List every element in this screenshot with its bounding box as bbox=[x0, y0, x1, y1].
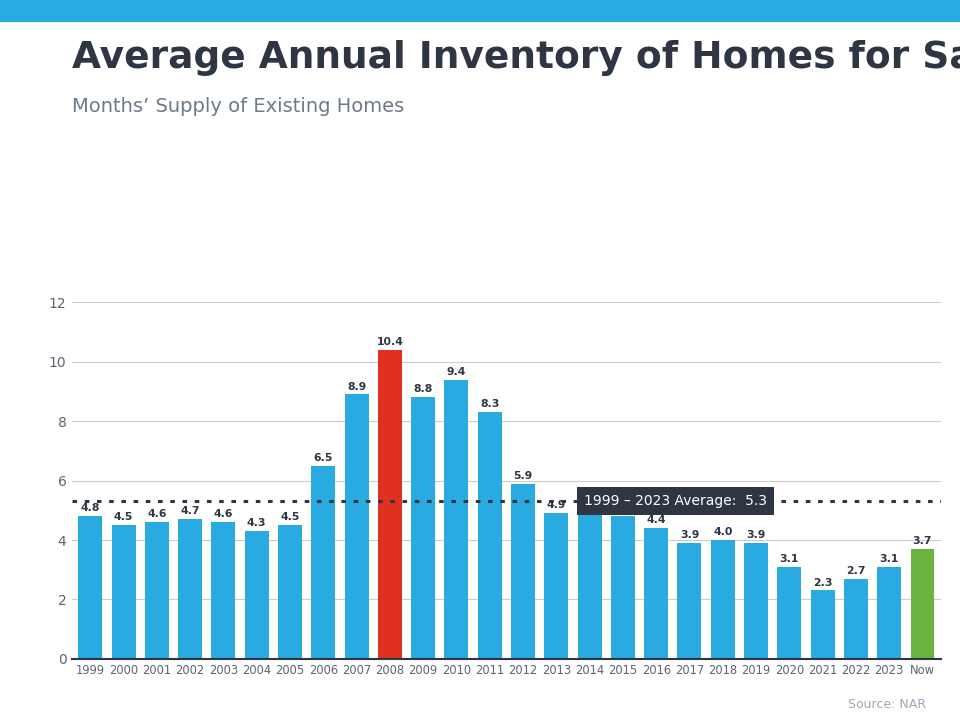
Text: 2.7: 2.7 bbox=[846, 566, 866, 576]
Text: 6.5: 6.5 bbox=[314, 453, 333, 463]
Bar bbox=[345, 395, 369, 659]
Bar bbox=[145, 522, 169, 659]
Text: 4.6: 4.6 bbox=[214, 509, 233, 519]
Bar bbox=[544, 513, 568, 659]
Bar bbox=[644, 528, 668, 659]
Text: 5.2: 5.2 bbox=[580, 491, 599, 501]
Text: 1999 – 2023 Average:  5.3: 1999 – 2023 Average: 5.3 bbox=[585, 495, 767, 508]
Text: 5.9: 5.9 bbox=[514, 471, 533, 481]
Text: 9.4: 9.4 bbox=[446, 366, 467, 377]
Text: 4.5: 4.5 bbox=[114, 512, 133, 522]
Bar bbox=[378, 350, 402, 659]
Text: 4.3: 4.3 bbox=[247, 518, 267, 528]
Bar bbox=[311, 466, 335, 659]
Text: 4.9: 4.9 bbox=[546, 500, 566, 510]
Bar bbox=[611, 516, 635, 659]
Bar bbox=[910, 549, 934, 659]
Bar bbox=[844, 579, 868, 659]
Text: 4.4: 4.4 bbox=[646, 515, 666, 525]
Text: Months’ Supply of Existing Homes: Months’ Supply of Existing Homes bbox=[72, 97, 404, 116]
Bar bbox=[278, 525, 302, 659]
Text: 3.1: 3.1 bbox=[780, 554, 799, 564]
Text: 3.7: 3.7 bbox=[913, 536, 932, 546]
Bar bbox=[744, 543, 768, 659]
Text: 8.3: 8.3 bbox=[480, 400, 499, 409]
Bar bbox=[778, 567, 802, 659]
Bar bbox=[245, 531, 269, 659]
Bar bbox=[79, 516, 103, 659]
Bar bbox=[111, 525, 135, 659]
Bar bbox=[444, 379, 468, 659]
Text: 4.8: 4.8 bbox=[613, 503, 633, 513]
Text: 8.9: 8.9 bbox=[347, 382, 366, 392]
Bar bbox=[810, 590, 834, 659]
Bar bbox=[179, 519, 203, 659]
Text: 4.7: 4.7 bbox=[180, 506, 200, 516]
Text: Average Annual Inventory of Homes for Sale: Average Annual Inventory of Homes for Sa… bbox=[72, 40, 960, 76]
Bar bbox=[511, 484, 535, 659]
Bar bbox=[211, 522, 235, 659]
Text: 4.6: 4.6 bbox=[147, 509, 167, 519]
Bar bbox=[478, 413, 502, 659]
Text: 4.5: 4.5 bbox=[280, 512, 300, 522]
Text: 2.3: 2.3 bbox=[813, 577, 832, 588]
Bar bbox=[678, 543, 702, 659]
Text: 10.4: 10.4 bbox=[376, 337, 403, 347]
Text: 3.1: 3.1 bbox=[879, 554, 899, 564]
Text: 3.9: 3.9 bbox=[746, 530, 766, 540]
Text: 8.8: 8.8 bbox=[414, 384, 433, 395]
Text: 3.9: 3.9 bbox=[680, 530, 699, 540]
Bar bbox=[578, 504, 602, 659]
Text: 4.0: 4.0 bbox=[713, 527, 732, 537]
Text: 4.8: 4.8 bbox=[81, 503, 100, 513]
Bar bbox=[877, 567, 901, 659]
Bar bbox=[411, 397, 435, 659]
Bar bbox=[710, 540, 734, 659]
Text: Source: NAR: Source: NAR bbox=[849, 698, 926, 711]
